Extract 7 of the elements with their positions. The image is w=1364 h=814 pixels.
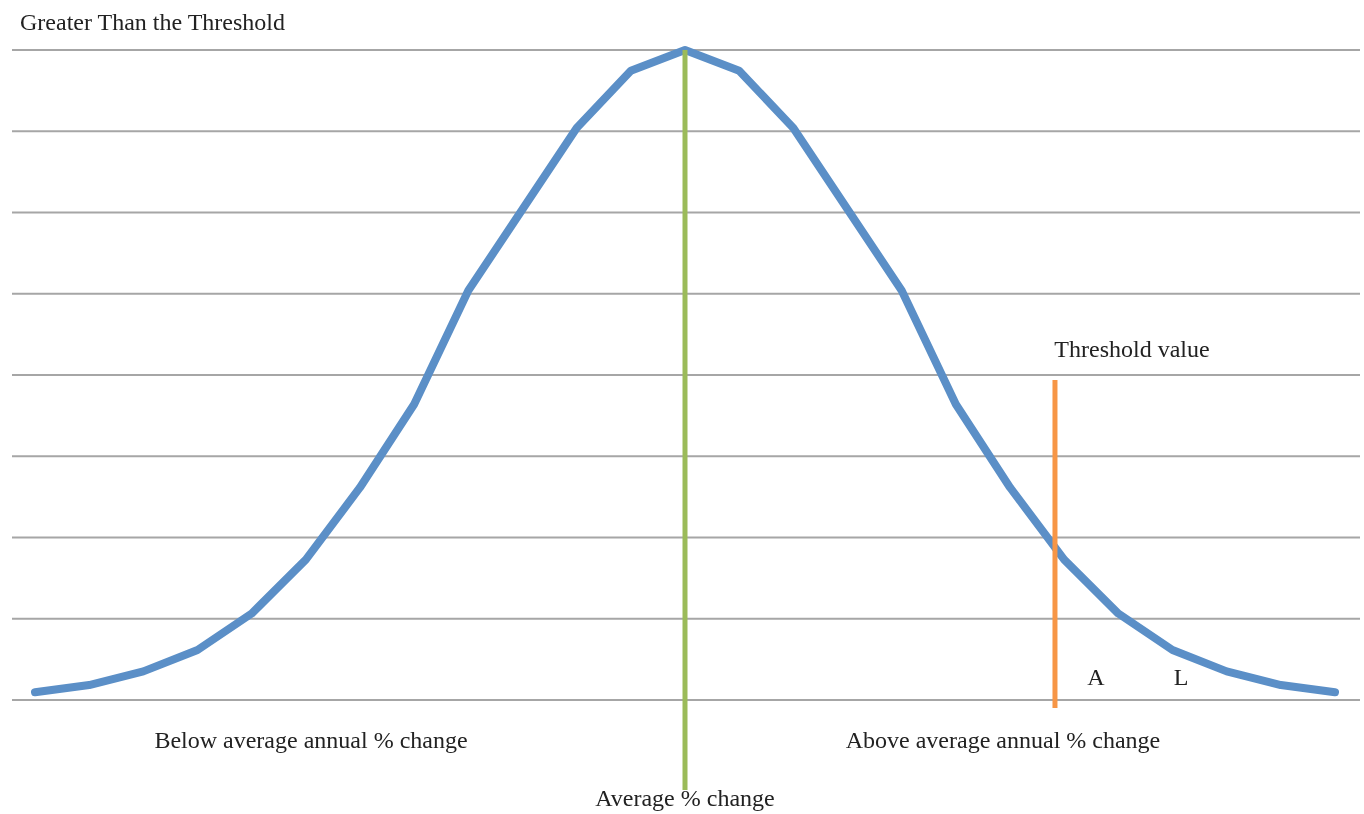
text: Average % change [595, 785, 775, 811]
annotation: A [1087, 664, 1106, 690]
text: Above average annual % change [845, 727, 1161, 753]
annotation: Threshold value [1054, 336, 1210, 362]
text: Below average annual % change [154, 727, 468, 753]
annotation: L [1173, 664, 1189, 690]
chart-title: Greater Than the Threshold [20, 9, 286, 35]
